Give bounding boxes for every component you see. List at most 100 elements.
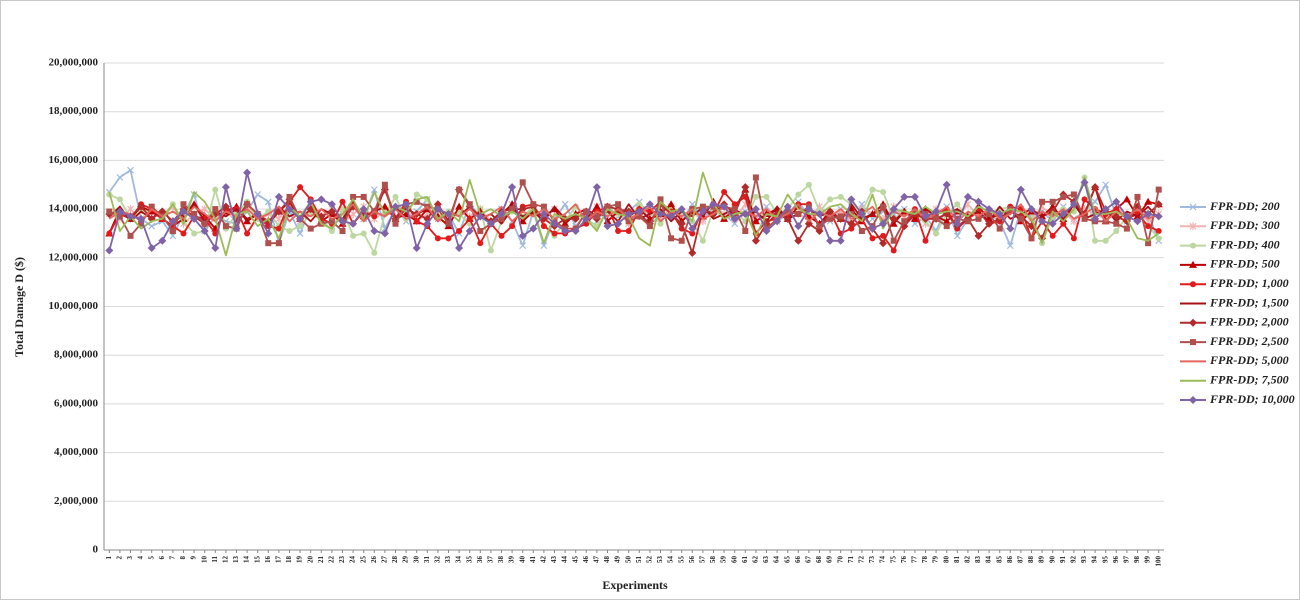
x-tick-label: 89 [1038,556,1046,564]
marker [212,206,219,213]
x-tick-label: 77 [911,556,919,564]
marker [921,212,930,221]
marker [1006,224,1015,233]
series [105,168,1163,255]
marker [804,205,813,214]
y-tick-label: 0 [93,544,99,556]
x-tick-label: 12 [222,556,230,564]
marker [751,217,760,225]
y-tick-label: 2,000,000 [54,495,99,507]
marker [721,189,728,196]
marker [963,192,972,201]
marker [1155,186,1162,193]
x-tick-label: 73 [868,556,876,564]
marker [699,237,706,244]
x-tick-label: 36 [476,556,484,564]
marker [720,202,729,211]
y-tick-label: 12,000,000 [49,251,99,263]
y-tick-label: 10,000,000 [49,300,99,312]
x-tick-label: 66 [794,556,802,564]
x-tick-label: 38 [497,556,505,564]
legend-label: FPR-DD; 5,000 [1209,353,1289,367]
marker [678,237,685,244]
marker [1122,212,1131,221]
x-tick-label: 84 [985,556,993,564]
marker [783,202,792,211]
marker [327,207,336,216]
marker [1016,185,1025,194]
marker [392,193,399,200]
x-tick-label: 98 [1133,556,1141,564]
x-tick-label: 7 [169,556,177,560]
marker [996,225,1003,232]
legend-label: FPR-DD; 2,000 [1209,315,1289,329]
marker [327,200,336,209]
marker [137,202,146,211]
marker [954,215,961,222]
series [108,203,1160,223]
marker [1049,198,1056,205]
marker [1017,215,1024,222]
marker [784,208,791,215]
marker [433,205,442,214]
marker [795,191,802,198]
x-tick-label: 62 [752,556,760,564]
x-tick-label: 79 [932,556,940,564]
marker [221,202,230,211]
x-tick-label: 18 [285,556,293,564]
marker [285,205,294,214]
marker [900,192,909,201]
x-tick-label: 19 [296,556,304,564]
x-tick-label: 27 [381,556,389,564]
marker [550,219,559,228]
marker [244,230,251,237]
marker [561,227,570,236]
marker [466,215,473,222]
x-tick-label: 94 [1091,556,1099,564]
marker [243,217,252,225]
x-tick-label: 20 [306,556,314,564]
marker [805,181,812,188]
marker [201,205,209,214]
marker [476,212,485,221]
marker [380,229,389,238]
marker [942,180,951,189]
legend-label: FPR-DD; 10,000 [1209,392,1295,406]
marker [1113,228,1120,235]
marker [868,224,877,233]
x-tick-label: 81 [953,556,961,564]
marker [689,230,696,237]
x-tick-label: 99 [1144,556,1152,564]
marker [889,205,898,214]
marker [869,235,876,242]
y-tick-label: 20,000,000 [49,57,99,69]
marker [275,225,282,232]
x-tick-label: 76 [900,556,908,564]
x-tick-label: 54 [667,556,675,564]
x-tick-label: 30 [412,556,420,564]
marker [837,193,844,200]
marker [731,201,738,208]
marker [583,208,590,215]
marker [677,219,686,228]
x-tick-label: 14 [243,556,251,564]
marker [1091,198,1099,206]
marker [571,227,580,236]
marker [1144,209,1153,218]
marker [221,183,230,192]
x-tick-label: 10 [200,556,208,564]
marker [1028,235,1035,242]
x-tick-label: 61 [741,556,749,564]
marker [1154,212,1163,221]
marker [497,209,506,218]
marker [126,212,135,221]
marker [486,219,495,228]
x-tick-label: 49 [614,556,622,564]
marker [636,201,643,208]
marker [519,242,527,250]
x-tick-label: 29 [402,556,410,564]
marker [1101,205,1110,214]
marker [583,220,590,227]
marker [539,209,548,218]
x-tick-label: 51 [635,556,643,564]
